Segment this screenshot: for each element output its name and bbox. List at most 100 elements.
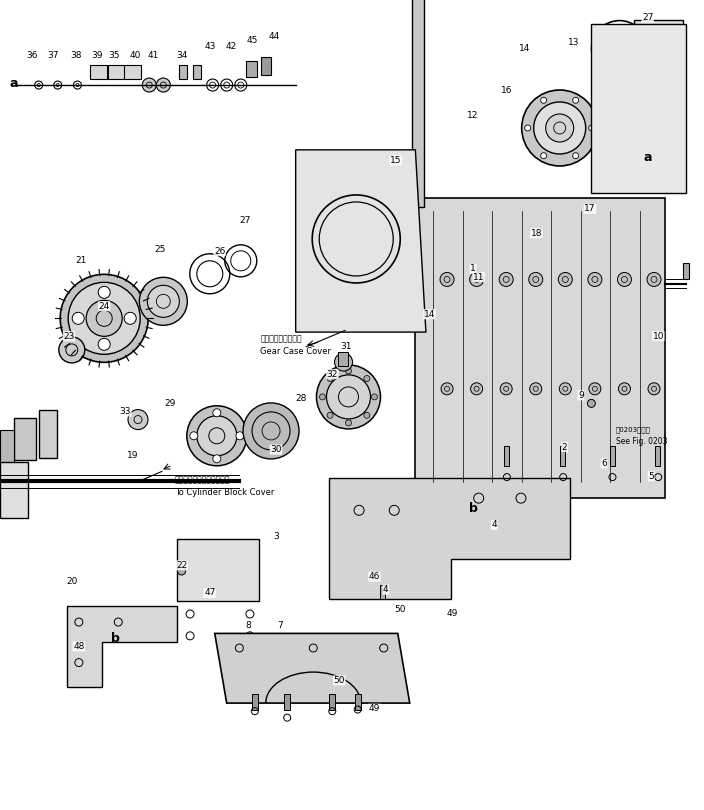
Circle shape xyxy=(60,275,149,362)
Circle shape xyxy=(190,432,198,440)
Text: 21: 21 xyxy=(75,256,87,266)
Circle shape xyxy=(647,272,661,287)
Circle shape xyxy=(364,376,370,382)
Circle shape xyxy=(546,114,574,142)
Text: 16: 16 xyxy=(501,86,513,96)
Circle shape xyxy=(327,412,333,418)
Text: 15: 15 xyxy=(390,156,401,165)
Circle shape xyxy=(522,90,598,166)
Circle shape xyxy=(177,567,186,575)
Bar xyxy=(284,693,291,710)
Text: 41: 41 xyxy=(148,50,159,60)
Text: 47: 47 xyxy=(204,588,215,598)
Circle shape xyxy=(499,272,513,287)
Text: 26: 26 xyxy=(214,246,225,256)
Circle shape xyxy=(156,78,170,92)
Text: 6: 6 xyxy=(601,458,607,468)
Circle shape xyxy=(440,272,454,287)
Circle shape xyxy=(68,283,140,354)
Text: a: a xyxy=(643,151,652,164)
Circle shape xyxy=(327,375,370,419)
Bar xyxy=(14,418,36,460)
Polygon shape xyxy=(634,20,683,105)
Circle shape xyxy=(142,78,156,92)
Text: 27: 27 xyxy=(642,13,653,23)
Bar xyxy=(177,539,259,601)
Circle shape xyxy=(197,416,237,456)
Text: 34: 34 xyxy=(176,50,187,60)
Text: シリンダブロックカバーへ: シリンダブロックカバーへ xyxy=(175,475,230,485)
Circle shape xyxy=(541,97,547,103)
Circle shape xyxy=(213,409,221,417)
Circle shape xyxy=(558,272,572,287)
Text: 38: 38 xyxy=(70,50,82,60)
Polygon shape xyxy=(415,198,665,498)
Circle shape xyxy=(588,272,602,287)
Polygon shape xyxy=(591,24,686,193)
Circle shape xyxy=(59,337,84,363)
Bar xyxy=(355,693,361,710)
Text: a: a xyxy=(9,77,18,90)
Text: 35: 35 xyxy=(108,50,120,60)
Circle shape xyxy=(648,383,660,394)
Circle shape xyxy=(128,410,148,429)
Circle shape xyxy=(500,383,513,394)
Text: 50: 50 xyxy=(334,676,345,685)
Circle shape xyxy=(529,272,543,287)
Circle shape xyxy=(317,364,380,429)
Bar xyxy=(610,446,615,466)
Text: 32: 32 xyxy=(327,369,338,379)
Polygon shape xyxy=(0,462,28,518)
Bar xyxy=(683,263,689,279)
Text: ギヤーケースカバー: ギヤーケースカバー xyxy=(260,334,302,343)
Text: 19: 19 xyxy=(127,450,138,460)
Text: 29: 29 xyxy=(165,399,176,408)
Text: 4: 4 xyxy=(491,520,497,530)
Circle shape xyxy=(441,383,453,394)
Circle shape xyxy=(187,406,247,466)
Circle shape xyxy=(572,97,579,103)
Circle shape xyxy=(243,403,299,459)
Text: 49: 49 xyxy=(446,609,458,619)
Text: 1: 1 xyxy=(470,264,476,274)
Circle shape xyxy=(364,412,370,418)
Text: 14: 14 xyxy=(424,309,435,319)
Circle shape xyxy=(572,153,579,159)
Text: 44: 44 xyxy=(269,32,280,41)
Circle shape xyxy=(346,420,351,426)
Text: 42: 42 xyxy=(225,42,237,52)
Text: 33: 33 xyxy=(120,407,131,416)
Circle shape xyxy=(320,394,325,400)
Circle shape xyxy=(327,376,333,382)
Circle shape xyxy=(559,383,572,394)
Text: 8: 8 xyxy=(245,620,251,630)
Circle shape xyxy=(541,153,547,159)
Text: 3: 3 xyxy=(273,531,279,541)
Text: 37: 37 xyxy=(48,50,59,60)
Circle shape xyxy=(617,272,631,287)
Text: 39: 39 xyxy=(92,50,103,60)
Text: 28: 28 xyxy=(296,394,307,403)
Text: 45: 45 xyxy=(246,36,258,45)
Bar xyxy=(108,65,125,79)
Text: 46: 46 xyxy=(369,572,380,582)
Circle shape xyxy=(86,301,122,336)
Bar xyxy=(252,693,258,710)
Text: 49: 49 xyxy=(369,704,380,714)
Bar xyxy=(179,66,187,79)
Bar xyxy=(0,430,14,466)
Circle shape xyxy=(334,353,353,371)
Circle shape xyxy=(589,125,595,131)
Text: 24: 24 xyxy=(99,301,110,311)
Circle shape xyxy=(529,383,542,394)
Bar xyxy=(329,693,336,710)
Text: 25: 25 xyxy=(155,245,166,254)
Circle shape xyxy=(589,383,601,394)
Text: 27: 27 xyxy=(239,215,251,225)
Bar xyxy=(261,57,271,75)
Bar xyxy=(655,446,660,466)
Text: 7: 7 xyxy=(277,620,283,630)
Circle shape xyxy=(346,368,351,374)
Bar xyxy=(246,61,258,77)
Text: 48: 48 xyxy=(73,642,84,651)
